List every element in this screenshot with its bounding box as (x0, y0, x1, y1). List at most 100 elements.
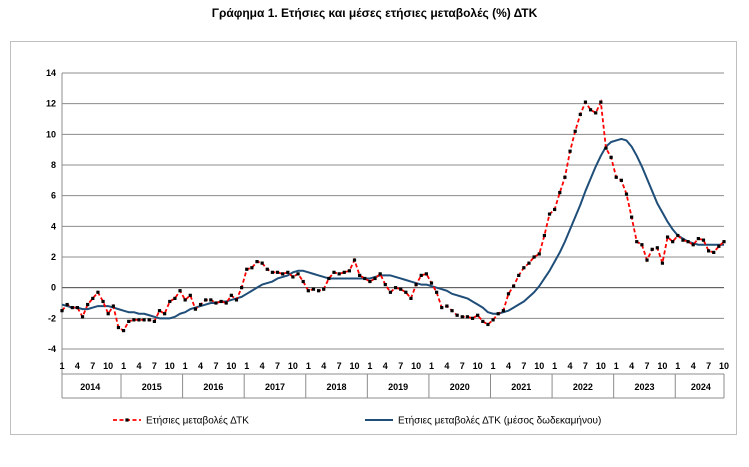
data-point-annual (486, 322, 490, 327)
x-tick-label-month: 1 (183, 361, 188, 371)
data-point-annual (476, 313, 480, 317)
x-tick-label-month: 7 (275, 361, 280, 371)
data-point-annual (455, 313, 459, 317)
chart-title: Γράφημα 1. Ετήσιες και μέσες ετήσιες μετ… (211, 6, 538, 20)
data-point-annual (599, 100, 603, 104)
data-point-annual (86, 302, 90, 307)
data-point-annual (424, 272, 428, 276)
x-tick-label-year: 2015 (142, 382, 162, 392)
x-tick-label-year: 2017 (265, 382, 285, 392)
x-tick-label-month: 4 (321, 361, 326, 371)
legend: Ετήσιες μεταβολές ΔΤΚ Ετήσιες μεταβολές Δ… (113, 415, 601, 427)
data-point-annual (219, 299, 223, 304)
gridlines (62, 72, 724, 350)
x-tick-label-month: 10 (226, 361, 236, 371)
x-tick-label-month: 1 (491, 361, 496, 371)
x-tick-label-month: 7 (213, 361, 218, 371)
y-tick-label: 12 (46, 99, 56, 109)
x-tick-label-month: 4 (568, 361, 573, 371)
data-point-annual (665, 235, 670, 239)
y-tick-label: 14 (46, 68, 56, 78)
data-point-annual (75, 306, 79, 310)
x-tick-label-month: 10 (473, 361, 483, 371)
x-tick-label-month: 10 (350, 361, 360, 371)
series-line-annual (61, 98, 725, 332)
x-tick-label-month: 1 (244, 361, 249, 371)
data-point-annual (265, 267, 269, 271)
x-tick-label-year: 2024 (691, 382, 711, 392)
x-tick-label-month: 10 (719, 361, 729, 371)
x-tick-label-month: 1 (59, 361, 64, 371)
data-point-annual (435, 290, 439, 294)
x-tick-label-month: 1 (306, 361, 311, 371)
data-point-annual (157, 309, 162, 313)
data-point-annual (337, 272, 341, 276)
x-tick-label-year: 2014 (80, 382, 100, 392)
x-tick-label-month: 4 (506, 361, 511, 371)
legend-label-avg: Ετήσιες μεταβολές ΔΤΚ (μέσος δωδεκαμήνου… (398, 415, 601, 427)
chart-frame (10, 41, 737, 435)
data-point-annual (311, 287, 316, 291)
x-tick-label-month: 7 (645, 361, 650, 371)
x-tick-label-year: 2018 (327, 382, 347, 392)
data-point-annual (378, 272, 382, 276)
data-point-annual (80, 315, 85, 319)
data-point-annual (147, 318, 151, 322)
data-point-annual (594, 111, 598, 115)
data-point-annual (106, 312, 110, 316)
x-tick-label-month: 1 (614, 361, 619, 371)
data-point-annual (712, 250, 716, 254)
data-point-annual (132, 318, 136, 322)
data-point-annual (260, 261, 264, 265)
data-point-annual (609, 155, 613, 159)
y-tick-label: 4 (51, 221, 56, 231)
data-point-annual (537, 252, 541, 256)
data-point-annual (152, 319, 156, 323)
data-point-annual (142, 318, 146, 322)
data-point-annual (255, 260, 259, 264)
data-point-annual (70, 306, 74, 310)
data-point-annual (178, 289, 182, 293)
data-point-annual (614, 175, 618, 179)
data-point-annual (429, 281, 434, 285)
data-point-annual (286, 270, 290, 274)
x-tick-label-month: 4 (75, 361, 80, 371)
x-tick-label-month: 7 (706, 361, 711, 371)
data-point-annual (676, 233, 680, 238)
data-point-annual (660, 261, 665, 265)
data-point-annual (640, 243, 644, 247)
x-tick-label-month: 10 (534, 361, 544, 371)
x-tick-label-year: 2020 (450, 382, 470, 392)
data-point-annual (245, 267, 249, 271)
x-tick-label-month: 10 (657, 361, 667, 371)
data-point-annual (393, 286, 398, 290)
data-point-annual (101, 299, 105, 304)
data-point-annual (383, 283, 387, 287)
data-point-annual (363, 276, 367, 281)
data-point-annual (127, 319, 131, 323)
data-point-annual (501, 309, 505, 313)
data-point-annual (573, 129, 577, 133)
data-point-annual (512, 284, 516, 288)
data-point-annual (111, 304, 115, 308)
data-point-annual (691, 243, 695, 247)
data-point-annual (399, 287, 403, 291)
x-tick-label-month: 7 (398, 361, 403, 371)
axes (61, 73, 725, 399)
x-tick-label-month: 4 (198, 361, 203, 371)
x-tick-label-month: 4 (629, 361, 634, 371)
data-point-annual (671, 240, 675, 244)
data-point-annual (60, 309, 64, 313)
data-point-annual (558, 191, 562, 195)
data-point-annual (481, 319, 485, 323)
data-point-annual (440, 306, 444, 310)
x-tick-label-month: 1 (675, 361, 680, 371)
y-tick-labels: -4 -2 0 2 4 6 8 10 12 14 (46, 68, 56, 354)
data-point-annual (224, 301, 228, 305)
y-tick-label: 2 (51, 252, 56, 262)
legend-label-annual: Ετήσιες μεταβολές ΔΤΚ (146, 415, 249, 427)
x-tick-label-year: 2021 (511, 382, 531, 392)
y-tick-label: 8 (51, 160, 56, 170)
x-tick-label-month: 4 (383, 361, 388, 371)
data-point-annual (322, 287, 326, 291)
